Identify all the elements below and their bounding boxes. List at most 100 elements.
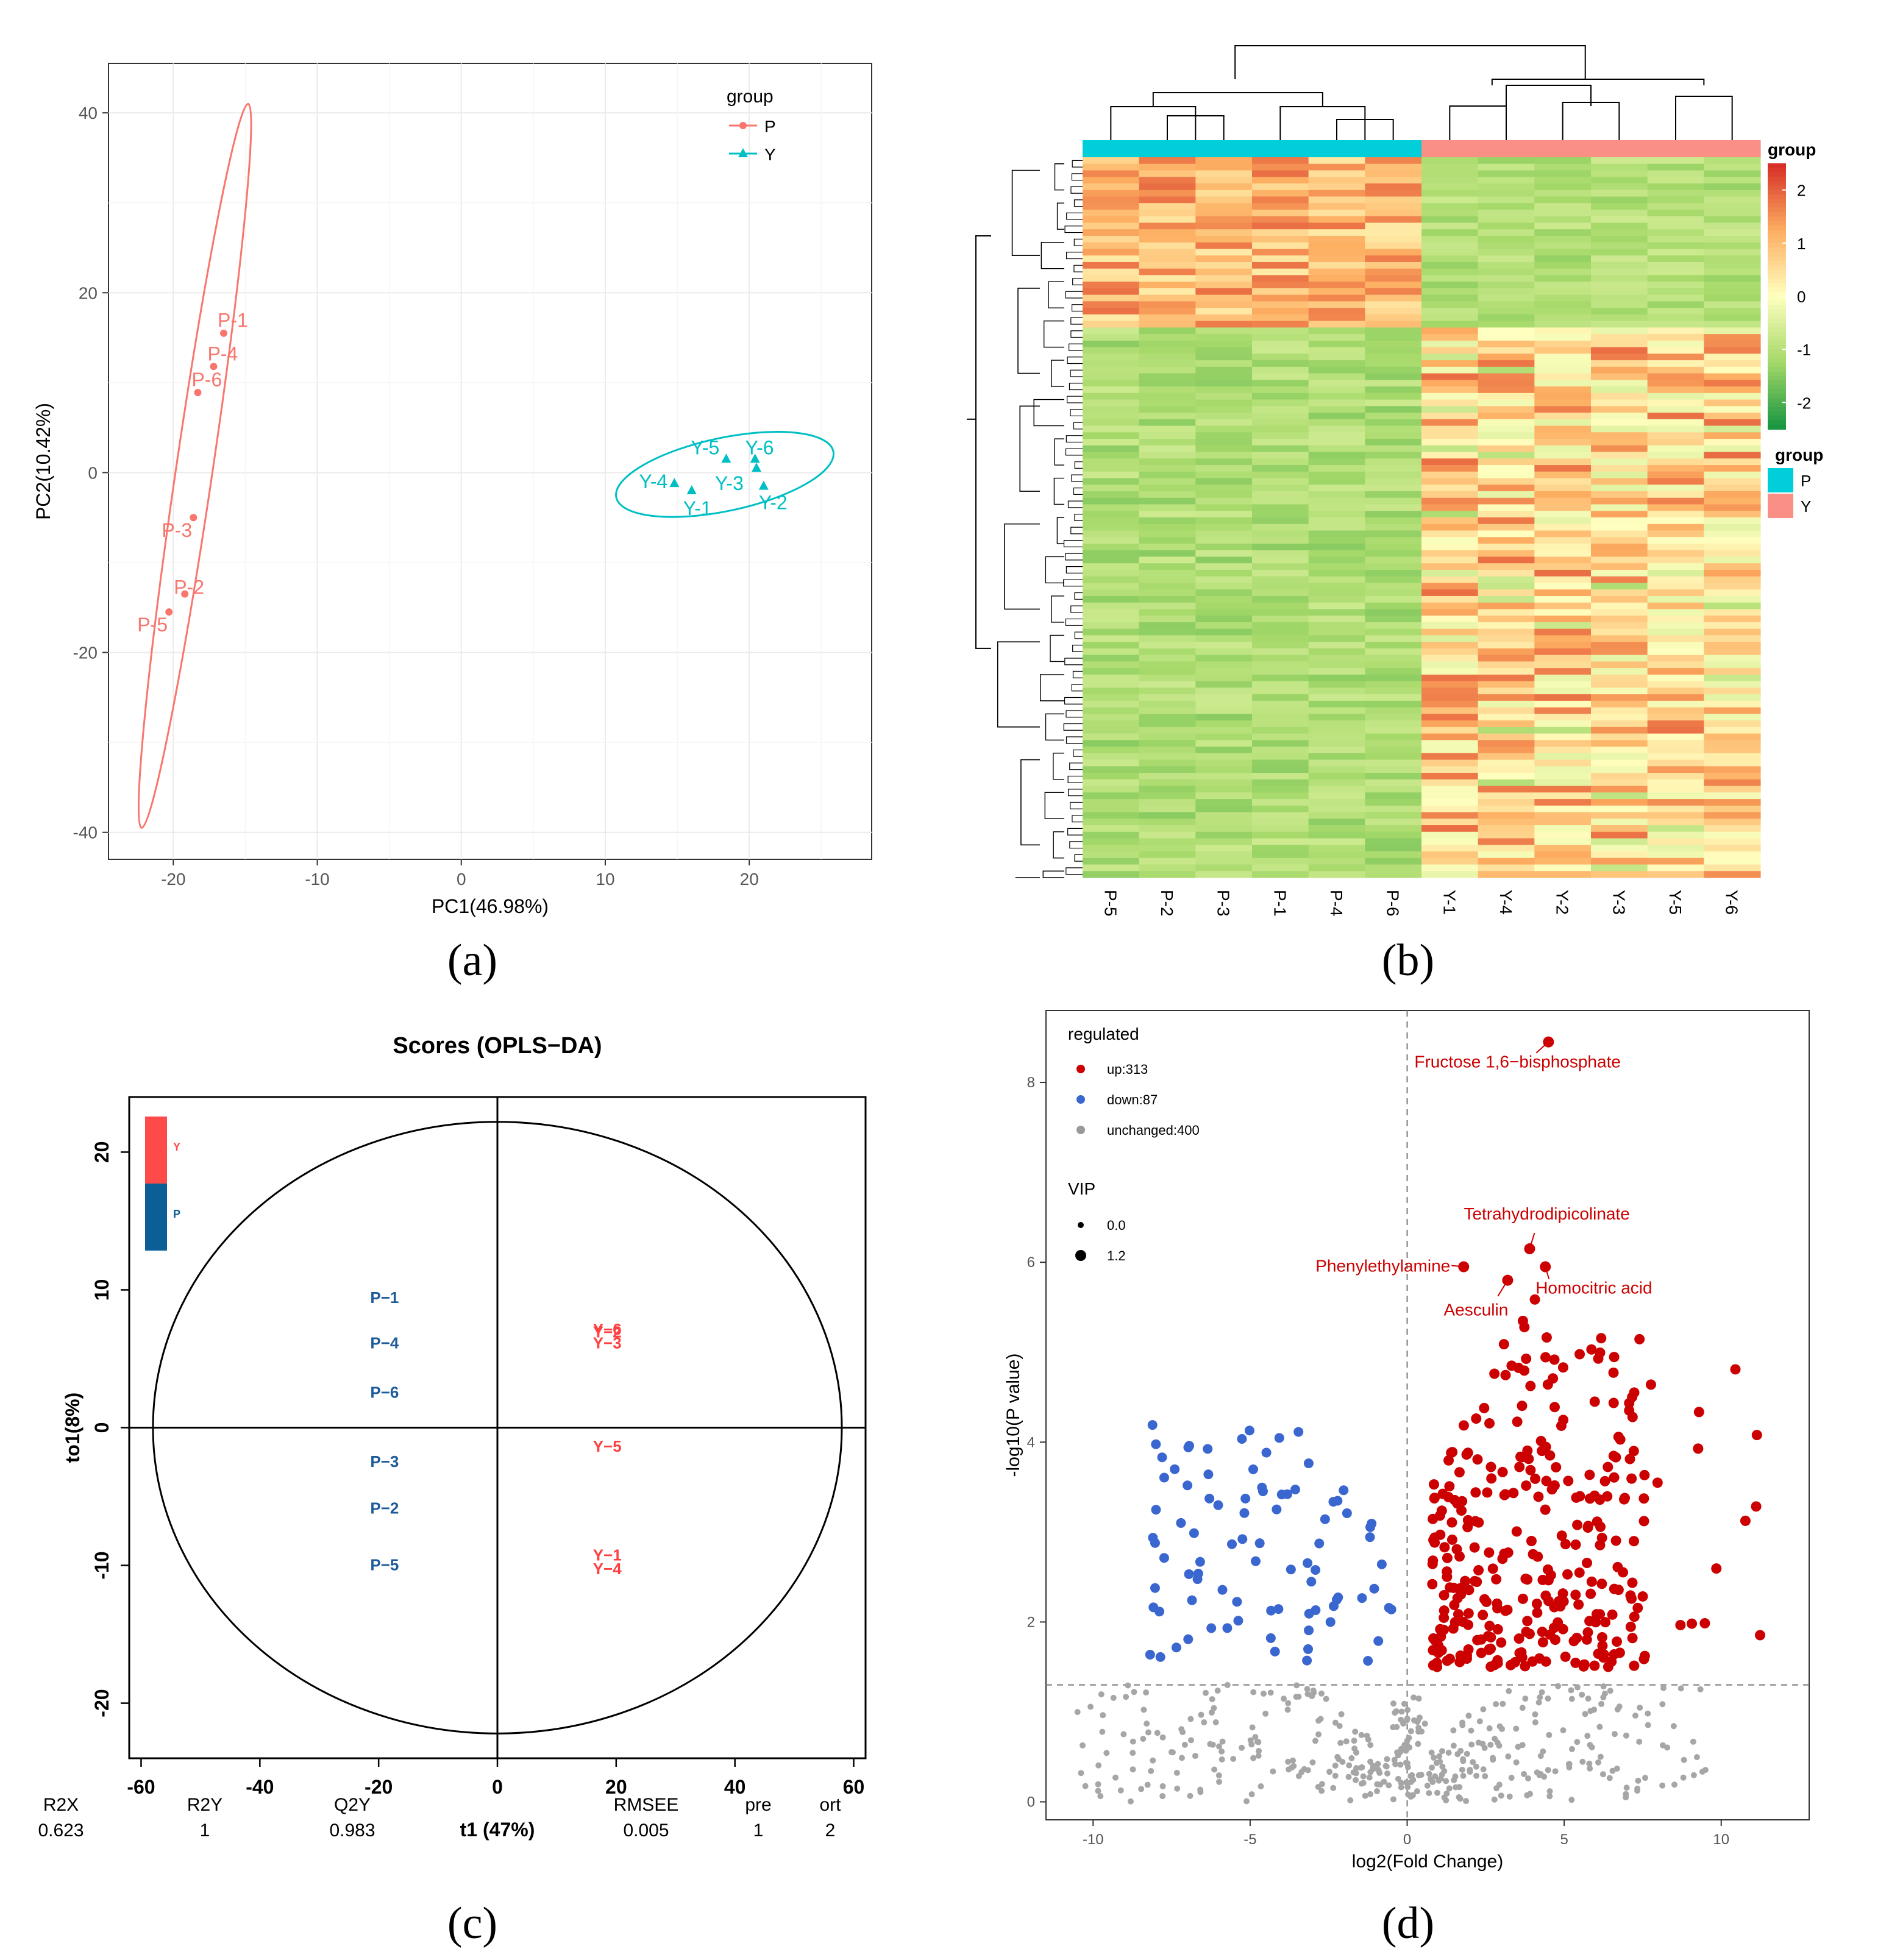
point-up [1586,1576,1597,1587]
point-unchanged [1398,1780,1404,1786]
color-scale-step [1768,375,1786,382]
point-label-y-3: Y-3 [715,472,744,494]
heatmap-cell [1647,170,1704,177]
heatmap-cell [1083,681,1140,688]
heatmap-cell [1421,602,1479,610]
heatmap-cell [1591,864,1648,872]
point-up [1533,1491,1544,1502]
heatmap-cell [1365,818,1422,826]
x-tick-label-3: 5 [1560,1831,1568,1848]
point-label-p-1: P−1 [370,1288,399,1307]
heatmap-cell [1421,681,1479,688]
ellipse-group-Y [615,431,835,518]
heatmap-cell [1591,190,1648,197]
point-unchanged [1393,1724,1400,1730]
heatmap-cell [1365,707,1422,714]
dendro-row-mid [1056,202,1064,230]
heatmap-cell [1252,524,1309,531]
heatmap-cell [1534,537,1592,544]
heatmap-cell [1139,753,1196,761]
heatmap-cell [1591,222,1648,230]
annotation-legend-swatch-P [1768,468,1793,492]
point-up [1557,1624,1568,1635]
dendro-row-leaf [1065,867,1083,875]
heatmap-cell [1704,419,1761,427]
heatmap-cell [1647,792,1704,800]
heatmap-cell [1478,347,1535,354]
heatmap-cell [1647,726,1704,734]
heatmap-cell [1365,425,1422,433]
color-scale-step [1768,318,1786,324]
point-up [1711,1563,1722,1574]
point-label-p-5: P−5 [370,1555,399,1574]
heatmap-cell [1365,747,1422,754]
point-unchanged [1677,1685,1684,1692]
heatmap-cell [1252,360,1309,367]
point-up [1687,1618,1698,1629]
point-unchanged [1450,1727,1457,1734]
point-down [1233,1616,1243,1626]
point-unchanged [1384,1770,1391,1777]
heatmap-cell [1534,845,1592,852]
heatmap-cell [1252,268,1309,276]
point-unchanged [1159,1783,1166,1789]
heatmap-cell [1308,871,1365,878]
heatmap-cell [1534,209,1592,217]
stat-name-r2x: R2X [43,1795,79,1815]
heatmap-cell [1308,235,1365,243]
heatmap-cell [1534,445,1592,453]
heatmap-cell [1139,255,1196,263]
heatmap-cell [1704,229,1761,236]
heatmap-cell [1534,818,1592,826]
heatmap-cell [1139,563,1196,570]
heatmap-cell [1421,595,1479,603]
heatmap-cell [1478,864,1535,872]
heatmap-cell [1591,583,1648,590]
heatmap-cell [1478,707,1535,714]
heatmap-cell [1252,642,1309,649]
point-down [1204,1493,1215,1504]
heatmap-cell [1534,851,1592,859]
heatmap-cell [1647,235,1704,243]
legend-marker-0 [1076,1065,1085,1073]
point-unchanged [1353,1777,1359,1783]
heatmap-cell [1083,196,1140,204]
heatmap-cell [1195,642,1253,649]
heatmap-cell [1534,288,1592,296]
point-up [1512,1416,1523,1427]
panel-label-d: (d) [1382,1898,1434,1948]
point-up [1534,1653,1545,1664]
point-down [1328,1497,1339,1507]
heatmap-cell [1421,222,1479,230]
heatmap-cell [1308,261,1365,269]
point-up [1429,1479,1440,1490]
heatmap-cell [1591,497,1648,505]
point-up [1429,1493,1440,1504]
point-unchanged [1353,1770,1359,1777]
heatmap-cell [1478,334,1535,341]
heatmap-cell [1591,871,1648,878]
heatmap-cell [1308,589,1365,597]
point-down [1303,1644,1314,1654]
heatmap-cell [1365,504,1422,511]
heatmap-cell [1647,616,1704,623]
point-up [1458,1616,1469,1627]
heatmap-cell [1534,602,1592,610]
point-unchanged [1078,1770,1084,1777]
heatmap-cell [1308,563,1365,570]
heatmap-cell [1591,413,1648,420]
point-up [1457,1496,1468,1507]
point-up [1519,1322,1530,1333]
point-unchanged [1249,1724,1256,1731]
heatmap-cell [1195,203,1253,210]
heatmap-cell [1647,399,1704,407]
heatmap-cell [1139,261,1196,269]
heatmap-cell [1083,413,1140,420]
heatmap-cell [1083,779,1140,787]
point-down [1306,1577,1317,1587]
heatmap-cell [1083,871,1140,878]
heatmap-cell [1534,406,1592,413]
heatmap-cell [1195,340,1253,348]
heatmap-cell [1534,642,1592,649]
